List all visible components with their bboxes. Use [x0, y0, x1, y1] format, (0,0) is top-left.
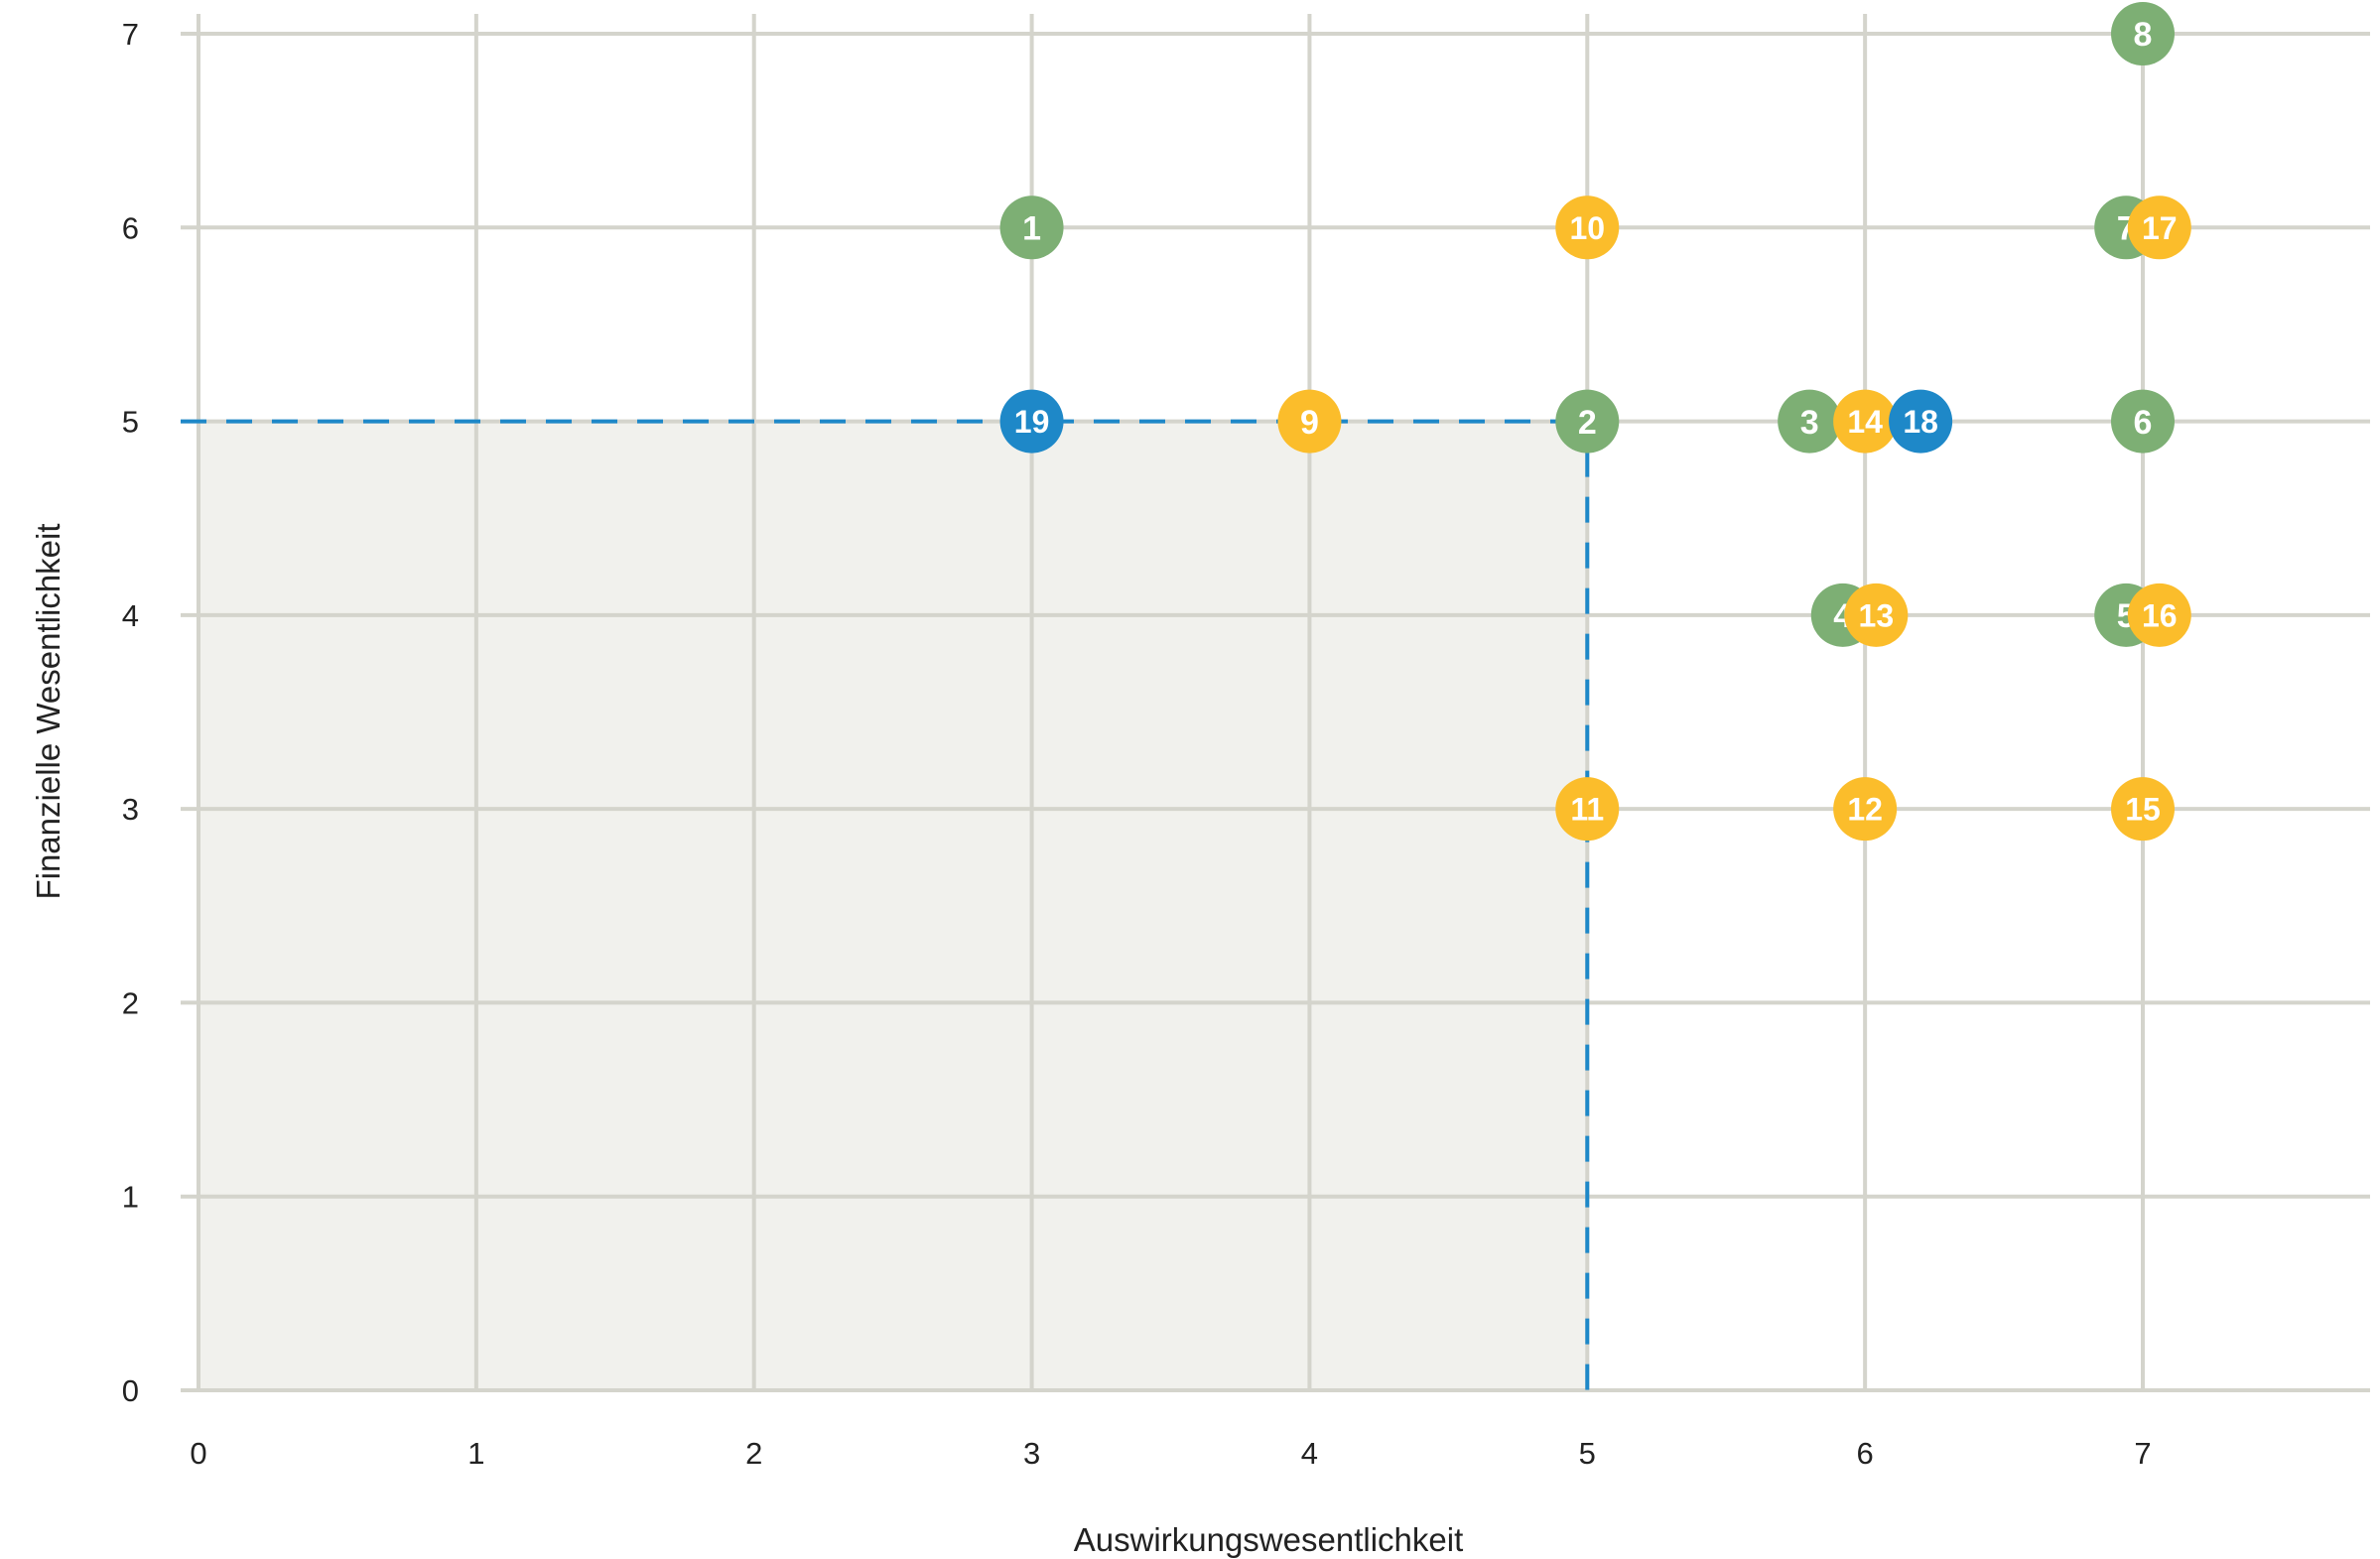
data-point-marker	[1844, 583, 1909, 647]
data-point: 9	[1277, 389, 1342, 454]
data-point-label: 8	[2134, 16, 2153, 54]
data-point-marker	[1277, 389, 1342, 454]
data-point-label: 16	[2142, 597, 2178, 633]
data-point: 6	[2111, 389, 2175, 454]
data-point-marker	[2127, 195, 2191, 260]
data-point-label: 15	[2125, 792, 2161, 828]
y-tick-label: 7	[122, 17, 139, 52]
y-axis-label: Finanzielle Wesentlichkeit	[30, 523, 66, 899]
data-point-label: 19	[1014, 404, 1050, 440]
data-point: 10	[1555, 195, 1620, 260]
data-point: 8	[2111, 2, 2175, 65]
data-point: 15	[2111, 777, 2175, 842]
threshold-lines	[181, 419, 1590, 1390]
x-tick-label: 3	[1023, 1436, 1040, 1471]
data-point-label: 10	[1569, 210, 1605, 246]
data-point-marker	[1555, 195, 1620, 260]
data-point: 19	[999, 389, 1064, 454]
data-point: 2	[1555, 389, 1620, 454]
x-tick-label: 2	[745, 1436, 762, 1471]
data-point-marker	[2111, 2, 2175, 65]
y-tick-label: 5	[122, 405, 139, 440]
data-point-label: 17	[2142, 210, 2178, 246]
data-point: 14	[1833, 389, 1898, 454]
data-point-marker	[1555, 389, 1620, 454]
data-point-label: 9	[1300, 404, 1319, 442]
data-point: 13	[1844, 583, 1909, 647]
data-point-label: 6	[2134, 404, 2153, 442]
data-point: 12	[1833, 777, 1898, 842]
data-point-label: 11	[1570, 792, 1604, 828]
y-tick-label: 2	[122, 985, 139, 1020]
x-axis-ticks: 0 1 2 3 4 5 6 7	[190, 1436, 2151, 1471]
y-tick-label: 3	[122, 792, 139, 827]
data-point-label: 3	[1800, 404, 1819, 442]
data-point-label: 2	[1578, 404, 1597, 442]
data-point: 11	[1555, 777, 1620, 842]
data-point: 16	[2127, 583, 2191, 647]
data-point-label: 14	[1847, 404, 1883, 440]
data-point-marker	[1555, 777, 1620, 842]
data-point: 17	[2127, 195, 2191, 260]
shaded-region	[198, 421, 1588, 1391]
data-point: 18	[1889, 389, 1953, 454]
x-tick-label: 0	[190, 1436, 206, 1471]
data-point-marker	[1833, 777, 1898, 842]
data-point-marker	[1833, 389, 1898, 454]
data-point-marker	[2111, 777, 2175, 842]
data-point-marker	[2111, 389, 2175, 454]
y-tick-label: 6	[122, 210, 139, 245]
data-point: 1	[999, 195, 1064, 260]
y-tick-label: 4	[122, 598, 139, 633]
x-tick-label: 4	[1301, 1436, 1318, 1471]
data-point-marker	[999, 195, 1064, 260]
data-point-label: 18	[1903, 404, 1938, 440]
x-tick-label: 6	[1857, 1436, 1874, 1471]
y-tick-label: 1	[122, 1180, 139, 1215]
data-point-label: 12	[1847, 792, 1883, 828]
x-axis-label: Auswirkungswesentlichkeit	[1074, 1521, 1464, 1558]
data-point-label: 13	[1859, 597, 1895, 633]
y-tick-label: 0	[122, 1373, 139, 1408]
y-axis-ticks: 0 1 2 3 4 5 6 7	[122, 17, 139, 1408]
x-tick-label: 1	[467, 1436, 484, 1471]
data-point-marker	[2127, 583, 2191, 647]
data-point: 3	[1778, 389, 1842, 454]
data-point-marker	[1778, 389, 1842, 454]
data-point-marker	[999, 389, 1064, 454]
x-tick-label: 7	[2134, 1436, 2151, 1471]
data-point-label: 1	[1022, 210, 1041, 248]
x-tick-label: 5	[1579, 1436, 1596, 1471]
non-material-area	[198, 421, 1588, 1391]
data-point-marker	[1889, 389, 1953, 454]
